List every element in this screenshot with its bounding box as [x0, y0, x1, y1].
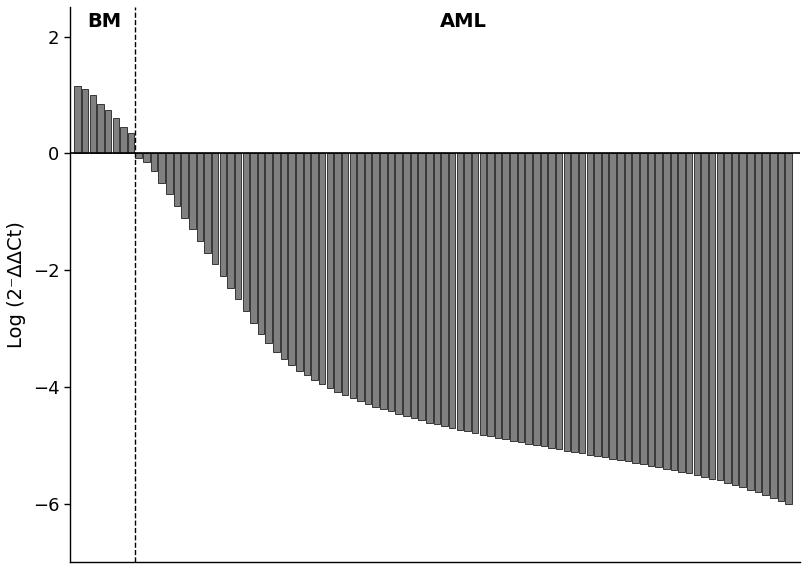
- Bar: [449, 154, 455, 428]
- Bar: [648, 154, 654, 466]
- Bar: [518, 154, 525, 442]
- Bar: [182, 154, 188, 218]
- Bar: [266, 154, 272, 343]
- Bar: [625, 154, 631, 461]
- Bar: [418, 154, 424, 420]
- Bar: [112, 118, 119, 154]
- Bar: [411, 154, 417, 418]
- Text: BM: BM: [87, 12, 121, 31]
- Bar: [617, 154, 624, 460]
- Bar: [724, 154, 730, 483]
- Bar: [388, 154, 395, 411]
- Bar: [143, 154, 149, 162]
- Bar: [288, 154, 295, 365]
- Y-axis label: Log (2⁻ΔΔCt): Log (2⁻ΔΔCt): [7, 221, 26, 348]
- Bar: [151, 154, 157, 171]
- Bar: [120, 127, 127, 154]
- Bar: [778, 154, 784, 501]
- Bar: [349, 154, 356, 398]
- Bar: [479, 154, 486, 435]
- Bar: [709, 154, 715, 479]
- Bar: [464, 154, 470, 431]
- Bar: [90, 95, 96, 154]
- Bar: [365, 154, 371, 404]
- Bar: [136, 154, 142, 158]
- Bar: [296, 154, 303, 370]
- Bar: [671, 154, 677, 470]
- Bar: [579, 154, 585, 453]
- Bar: [197, 154, 203, 241]
- Bar: [257, 154, 265, 335]
- Bar: [503, 154, 509, 439]
- Bar: [663, 154, 670, 469]
- Bar: [82, 89, 89, 154]
- Bar: [495, 154, 501, 438]
- Bar: [679, 154, 685, 472]
- Bar: [426, 154, 433, 423]
- Bar: [243, 154, 249, 311]
- Bar: [563, 154, 570, 451]
- Bar: [587, 154, 593, 455]
- Bar: [533, 154, 540, 445]
- Bar: [273, 154, 279, 352]
- Bar: [487, 154, 494, 436]
- Bar: [457, 154, 463, 430]
- Bar: [105, 110, 111, 154]
- Bar: [334, 154, 341, 391]
- Bar: [785, 154, 792, 504]
- Bar: [98, 104, 104, 154]
- Text: AML: AML: [441, 12, 487, 31]
- Bar: [358, 154, 364, 401]
- Bar: [403, 154, 410, 416]
- Bar: [602, 154, 608, 457]
- Bar: [525, 154, 532, 444]
- Bar: [548, 154, 555, 448]
- Bar: [380, 154, 387, 409]
- Bar: [441, 154, 448, 426]
- Bar: [158, 154, 165, 183]
- Bar: [472, 154, 479, 433]
- Bar: [235, 154, 241, 299]
- Bar: [732, 154, 738, 485]
- Bar: [594, 154, 600, 456]
- Bar: [128, 133, 134, 154]
- Bar: [373, 154, 379, 407]
- Bar: [747, 154, 754, 490]
- Bar: [220, 154, 226, 276]
- Bar: [312, 154, 318, 380]
- Bar: [655, 154, 662, 467]
- Bar: [433, 154, 440, 424]
- Bar: [212, 154, 219, 265]
- Bar: [686, 154, 692, 473]
- Bar: [510, 154, 516, 440]
- Bar: [609, 154, 616, 459]
- Bar: [204, 154, 211, 253]
- Bar: [571, 154, 578, 452]
- Bar: [327, 154, 333, 388]
- Bar: [303, 154, 310, 376]
- Bar: [763, 154, 769, 495]
- Bar: [770, 154, 776, 498]
- Bar: [228, 154, 234, 288]
- Bar: [701, 154, 708, 477]
- Bar: [342, 154, 349, 395]
- Bar: [250, 154, 257, 323]
- Bar: [74, 86, 81, 154]
- Bar: [395, 154, 402, 414]
- Bar: [717, 154, 723, 480]
- Bar: [166, 154, 173, 194]
- Bar: [739, 154, 746, 487]
- Bar: [541, 154, 547, 447]
- Bar: [281, 154, 287, 359]
- Bar: [755, 154, 761, 492]
- Bar: [319, 154, 325, 384]
- Bar: [556, 154, 562, 449]
- Bar: [633, 154, 639, 463]
- Bar: [693, 154, 700, 475]
- Bar: [189, 154, 195, 229]
- Bar: [640, 154, 646, 464]
- Bar: [174, 154, 180, 206]
